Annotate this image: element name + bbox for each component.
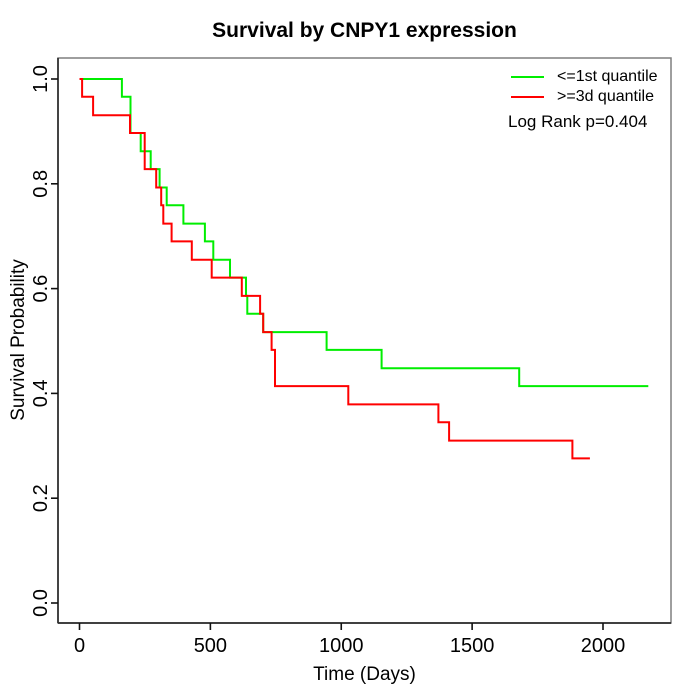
y-tick-label: 0.2: [30, 484, 52, 512]
x-tick-label: 1000: [319, 635, 364, 657]
x-tick-label: 2000: [581, 635, 626, 657]
km-curve-1st-quantile: [79, 78, 649, 388]
y-tick-label: 0.0: [30, 589, 52, 617]
plot-frame: [57, 57, 672, 624]
y-tick-label: 0.4: [30, 379, 52, 407]
chart-title: Survival by CNPY1 expression: [212, 19, 517, 42]
y-tick-label: 1.0: [30, 65, 52, 93]
x-tick-label: 500: [194, 635, 227, 657]
green-line-swatch: [511, 76, 544, 78]
y-axis-label: Survival Probability: [8, 259, 29, 421]
legend-label-1st-quantile: <=1st quantile: [557, 68, 658, 85]
red-line-swatch: [511, 96, 544, 98]
legend-label-3d-quantile: >=3d quantile: [557, 88, 654, 105]
km-curve-3d-quantile: [79, 78, 590, 460]
y-tick-label: 0.8: [30, 170, 52, 198]
legend: <=1st quantile >=3d quantile: [511, 67, 658, 107]
legend-item-1st-quantile: <=1st quantile: [511, 67, 658, 87]
x-axis-label: Time (Days): [313, 664, 416, 685]
legend-item-3d-quantile: >=3d quantile: [511, 87, 658, 107]
y-tick-label: 0.6: [30, 275, 52, 303]
x-tick-label: 1500: [450, 635, 495, 657]
x-tick-label: 0: [74, 635, 85, 657]
log-rank-annotation: Log Rank p=0.404: [508, 112, 648, 131]
